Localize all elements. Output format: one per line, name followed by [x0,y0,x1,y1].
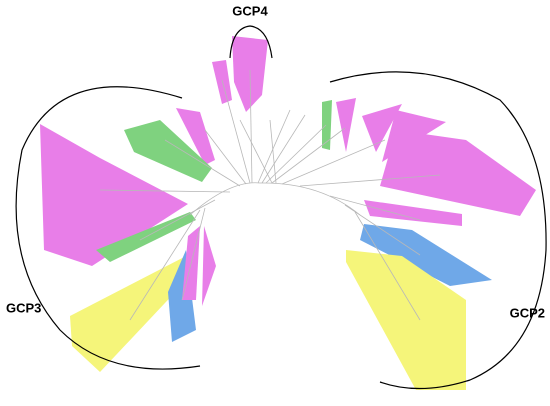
branches [99,69,441,321]
branch [281,139,386,185]
wedge [380,130,536,216]
wedge [360,224,492,286]
clade-wedges [40,36,536,390]
wedge [124,120,212,182]
branch [164,139,241,187]
wedge [212,60,232,104]
wedge [364,200,462,226]
wedge [336,98,356,152]
branch [354,211,421,321]
wedge [346,250,466,390]
branch [265,124,327,184]
branch [257,109,291,184]
branch [99,189,231,193]
wedge [322,100,332,150]
group-arcs [15,25,547,390]
wedge [40,124,188,266]
wedge [168,250,196,342]
branch [249,69,253,184]
branch [129,209,201,321]
branch [239,119,273,184]
gcp3-label: GCP3 [6,300,41,315]
branch [221,79,251,184]
branch [269,119,277,184]
branch [204,129,247,185]
wedge [96,218,160,238]
backbone [189,182,361,216]
gcp4-label: GCP4 [232,3,268,18]
branch [261,114,306,184]
gcp4-arc [229,25,273,59]
gcp2-label: GCP2 [510,305,545,320]
branch [344,204,421,256]
wedge [362,104,402,152]
branch [271,127,346,184]
wedge [202,226,216,306]
gcp3-arc [15,86,201,370]
branch [299,174,441,187]
branch [139,199,216,241]
wedge [176,108,215,165]
wedge [70,254,196,372]
branch [329,195,421,221]
branch [181,207,206,301]
gcp2-arc [329,71,547,390]
